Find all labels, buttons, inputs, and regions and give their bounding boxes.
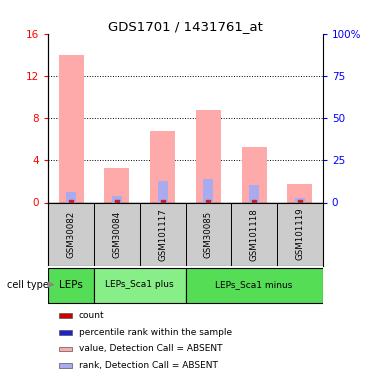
Bar — [59, 346, 72, 351]
Text: value, Detection Call = ABSENT: value, Detection Call = ABSENT — [79, 344, 222, 353]
Bar — [59, 314, 72, 318]
Text: LEPs_Sca1 plus: LEPs_Sca1 plus — [105, 280, 174, 289]
Bar — [186, 268, 323, 303]
Bar — [59, 55, 84, 202]
Bar — [112, 196, 122, 202]
Text: cell type: cell type — [7, 280, 49, 290]
Bar — [104, 168, 129, 202]
Text: LEPs: LEPs — [59, 280, 83, 290]
Bar — [158, 182, 168, 203]
Text: GSM30085: GSM30085 — [204, 210, 213, 258]
Text: GSM101118: GSM101118 — [250, 208, 259, 261]
Text: percentile rank within the sample: percentile rank within the sample — [79, 328, 232, 337]
Text: LEPs_Sca1 minus: LEPs_Sca1 minus — [216, 280, 293, 289]
Text: count: count — [79, 311, 104, 320]
Bar — [203, 179, 213, 203]
Text: GSM30084: GSM30084 — [112, 210, 121, 258]
Text: GSM101117: GSM101117 — [158, 208, 167, 261]
Bar — [48, 268, 94, 303]
Bar — [295, 198, 305, 202]
Text: rank, Detection Call = ABSENT: rank, Detection Call = ABSENT — [79, 361, 217, 370]
Text: GSM30082: GSM30082 — [67, 210, 76, 258]
Bar — [66, 192, 76, 202]
Bar — [59, 363, 72, 368]
Bar — [196, 110, 221, 202]
Bar — [59, 330, 72, 334]
Bar — [242, 147, 267, 202]
Text: GSM101119: GSM101119 — [295, 208, 304, 261]
Bar — [94, 268, 186, 303]
Title: GDS1701 / 1431761_at: GDS1701 / 1431761_at — [108, 20, 263, 33]
Bar — [249, 184, 259, 202]
Bar — [287, 183, 312, 203]
Bar — [150, 131, 175, 203]
